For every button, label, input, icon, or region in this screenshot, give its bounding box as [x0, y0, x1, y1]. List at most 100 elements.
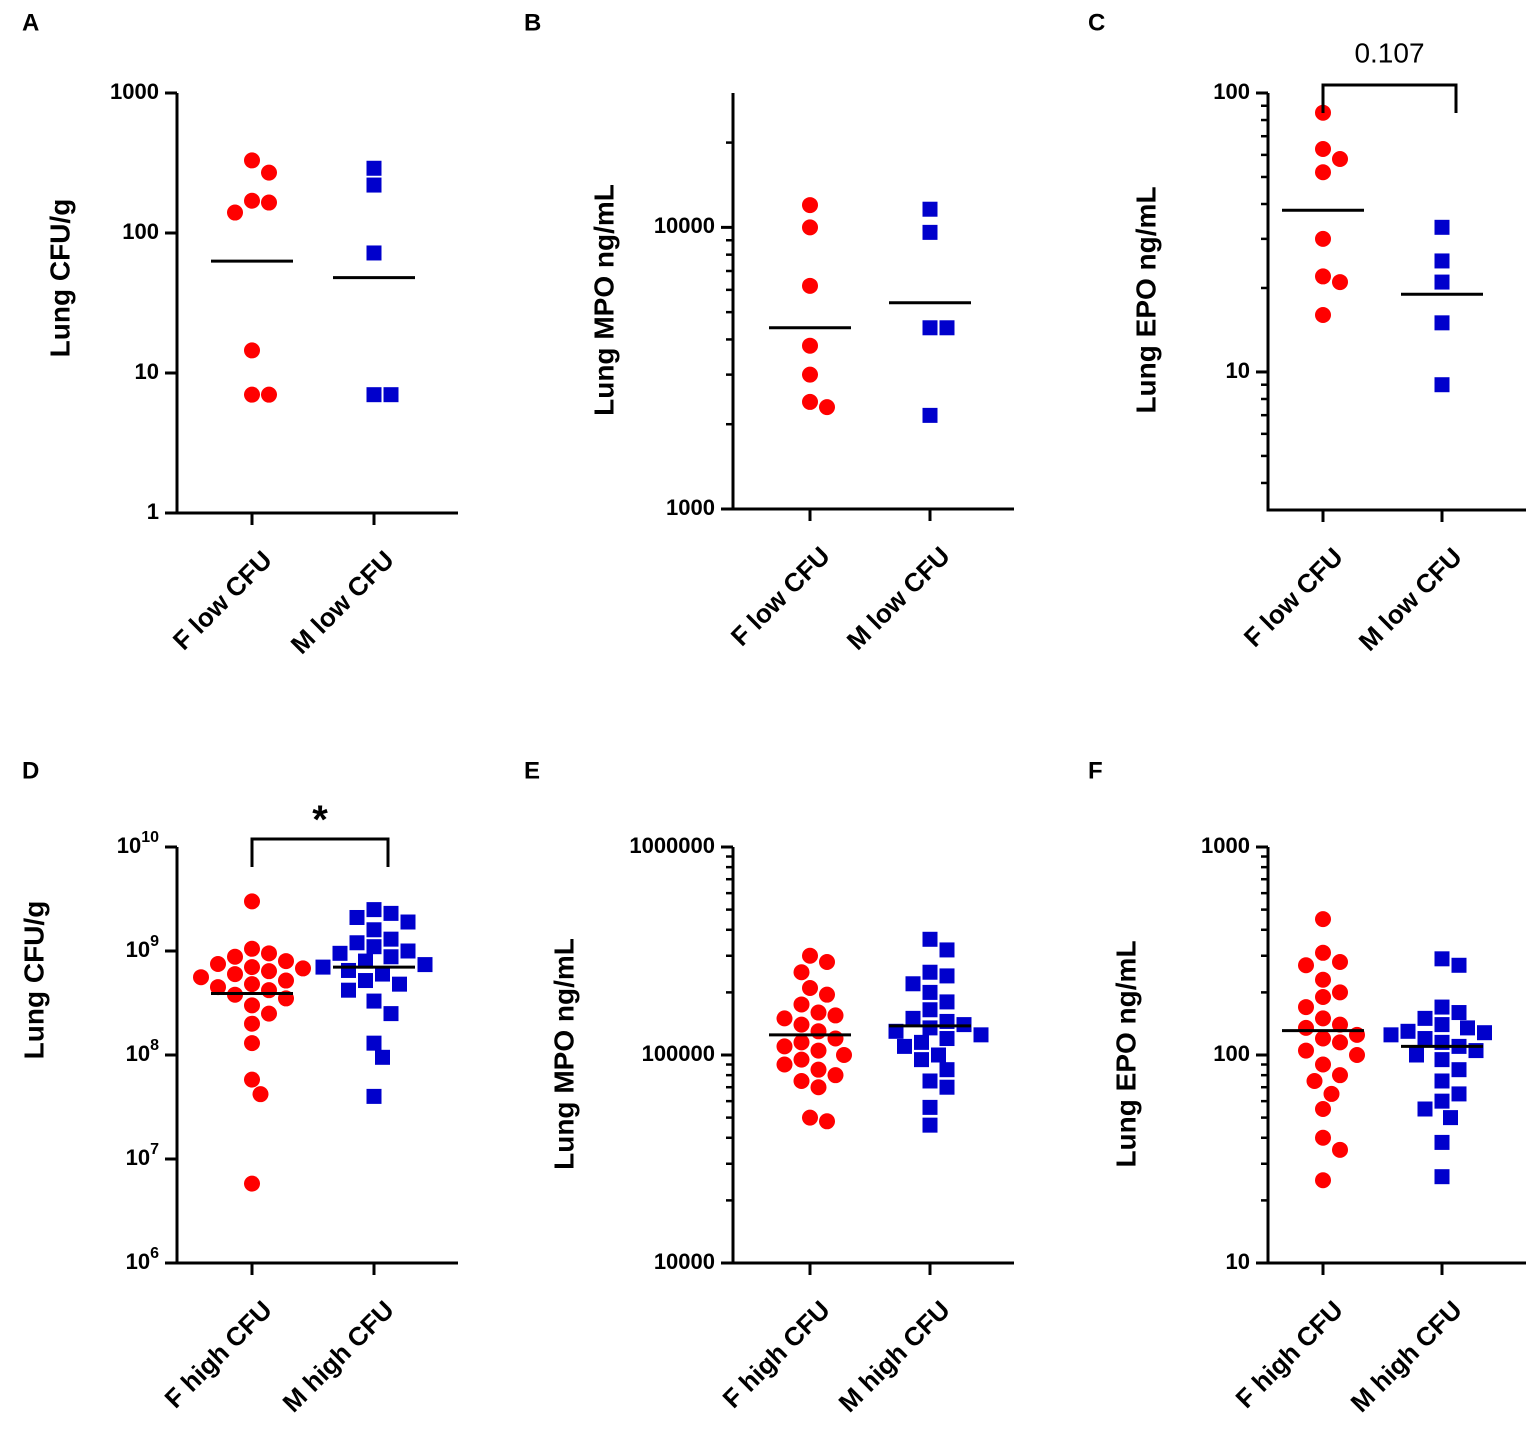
data-point-male: [939, 994, 955, 1010]
data-point-female: [1315, 307, 1331, 324]
data-point-female: [1315, 268, 1331, 285]
data-point-female: [261, 194, 277, 211]
data-point-male: [400, 914, 416, 930]
data-point-male: [1451, 1005, 1467, 1021]
data-point-male: [392, 976, 407, 992]
data-point-male: [1434, 253, 1450, 269]
data-point-male: [366, 245, 382, 261]
data-point-female: [261, 982, 277, 999]
data-point-female: [193, 969, 209, 986]
y-tick-label: 1000000: [629, 833, 715, 858]
data-point-female: [793, 1016, 810, 1033]
data-point-male: [1400, 1023, 1416, 1039]
data-point-male: [366, 160, 382, 176]
data-point-male: [366, 922, 382, 938]
data-point-female: [1315, 1056, 1331, 1073]
y-tick-label: 10: [1226, 1249, 1250, 1274]
data-point-male: [358, 973, 373, 989]
data-point-female: [793, 1072, 810, 1089]
data-point-male: [1434, 274, 1450, 290]
data-point-male: [922, 201, 938, 217]
data-point-female: [278, 972, 294, 989]
data-point-female: [1315, 1010, 1331, 1027]
data-point-male: [939, 1062, 955, 1078]
data-point-male: [1460, 1020, 1475, 1036]
data-point-female: [261, 945, 277, 962]
data-point-female: [819, 1113, 835, 1130]
data-point-male: [315, 959, 331, 975]
data-point-male: [914, 1052, 929, 1068]
data-point-female: [295, 960, 311, 977]
data-point-female: [1332, 984, 1348, 1001]
data-point-male: [1417, 1101, 1433, 1117]
data-point-male: [1434, 1093, 1450, 1109]
data-point-female: [1332, 274, 1348, 291]
data-point-female: [1306, 1072, 1323, 1089]
data-point-female: [1332, 1016, 1348, 1033]
panel-c: C 10 100 F low CFU M low CFU Lung EPO ng/mL 0.…: [1088, 9, 1526, 657]
data-point-female: [802, 197, 818, 214]
data-point-male: [1443, 1110, 1458, 1126]
data-point-male: [922, 1099, 938, 1115]
data-point-male: [332, 945, 348, 961]
data-point-male: [375, 1049, 390, 1065]
y-axis-label: Lung MPO ng/mL: [548, 938, 579, 1170]
data-point-male: [1417, 1031, 1433, 1047]
y-axis-label: Lung EPO ng/mL: [1130, 186, 1161, 413]
y-axis-label: Lung EPO ng/mL: [1110, 940, 1141, 1167]
data-point-male: [973, 1027, 989, 1043]
x-category-label: F high CFU: [717, 1295, 836, 1414]
y-axis-label: Lung MPO ng/mL: [588, 184, 619, 416]
data-point-male: [1434, 1052, 1450, 1068]
y-tick-label: 1000: [110, 79, 159, 104]
data-point-female: [776, 1010, 793, 1027]
data-point-female: [1349, 1047, 1365, 1063]
data-point-male: [905, 976, 921, 992]
data-point-female: [1298, 1019, 1314, 1036]
data-point-male: [1383, 1027, 1399, 1043]
data-point-female: [802, 947, 818, 964]
data-point-male: [366, 1088, 382, 1104]
data-point-male: [1434, 219, 1450, 235]
data-point-female: [819, 953, 835, 970]
data-point-female: [802, 1109, 818, 1126]
data-point-female: [278, 953, 294, 970]
data-point-female: [802, 337, 818, 354]
data-point-male: [383, 387, 399, 403]
data-point-male: [383, 905, 399, 921]
data-point-female: [244, 386, 260, 403]
data-point-male: [922, 984, 938, 1000]
data-point-female: [827, 1007, 844, 1024]
data-point-female: [802, 393, 818, 410]
data-point-female: [819, 986, 835, 1003]
data-point-female: [1332, 1034, 1348, 1051]
data-point-female: [1315, 1172, 1331, 1189]
data-point-female: [1332, 1141, 1348, 1158]
y-tick-label: 1010: [117, 829, 159, 858]
y-tick-label: 1000: [1201, 833, 1250, 858]
data-point-female: [244, 342, 260, 359]
panel-letter: B: [524, 9, 541, 36]
data-point-male: [349, 935, 365, 951]
y-tick-label: 10000: [654, 1249, 715, 1274]
data-point-male: [922, 320, 938, 336]
y-tick-label: 108: [126, 1037, 159, 1066]
panel-letter: D: [22, 757, 39, 784]
panel-letter: F: [1088, 757, 1103, 784]
data-point-male: [349, 909, 365, 925]
data-point-female: [793, 996, 810, 1013]
y-tick-label: 1000: [666, 495, 715, 520]
y-tick-label: 100: [1213, 79, 1250, 104]
data-point-female: [793, 1051, 810, 1068]
data-point-female: [244, 997, 260, 1014]
y-tick-label: 100000: [642, 1041, 715, 1066]
data-point-male: [383, 949, 399, 965]
y-tick-label: 100: [1213, 1041, 1250, 1066]
data-point-female: [836, 1047, 852, 1063]
y-axis-label: Lung CFU/g: [18, 901, 49, 1060]
data-point-male: [922, 1020, 938, 1036]
data-point-male: [1434, 315, 1450, 331]
x-category-label: M low CFU: [285, 545, 400, 660]
data-point-female: [1298, 1042, 1314, 1059]
